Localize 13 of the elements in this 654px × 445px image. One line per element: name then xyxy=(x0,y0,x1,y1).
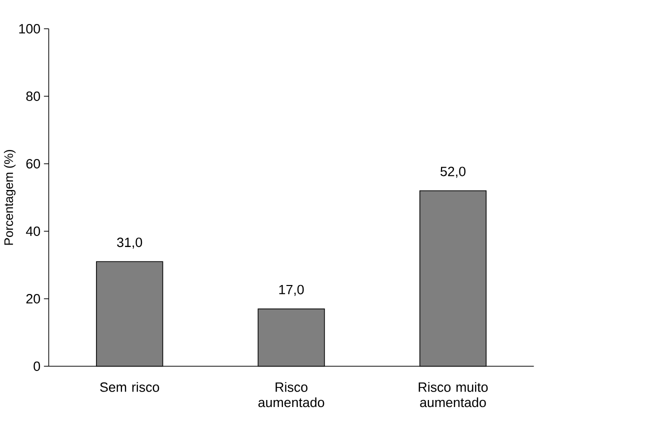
data-label: 17,0 xyxy=(279,284,304,296)
y-tick-label: 60 xyxy=(26,159,40,169)
y-tick-label: 0 xyxy=(34,362,40,372)
x-tick-label: Risco muito aumentado xyxy=(418,382,488,408)
y-tick-label: 40 xyxy=(26,226,40,236)
y-axis-title: Porcentagem (%) xyxy=(4,150,16,245)
y-tick-label: 20 xyxy=(26,294,40,304)
data-label: 52,0 xyxy=(440,166,466,178)
y-tick-label: 100 xyxy=(19,24,40,34)
y-tick-label: 80 xyxy=(26,92,40,102)
x-tick-label: Risco aumentado xyxy=(258,382,324,408)
data-label: 31,0 xyxy=(117,238,142,249)
x-tick-label: Sem risco xyxy=(100,382,160,392)
